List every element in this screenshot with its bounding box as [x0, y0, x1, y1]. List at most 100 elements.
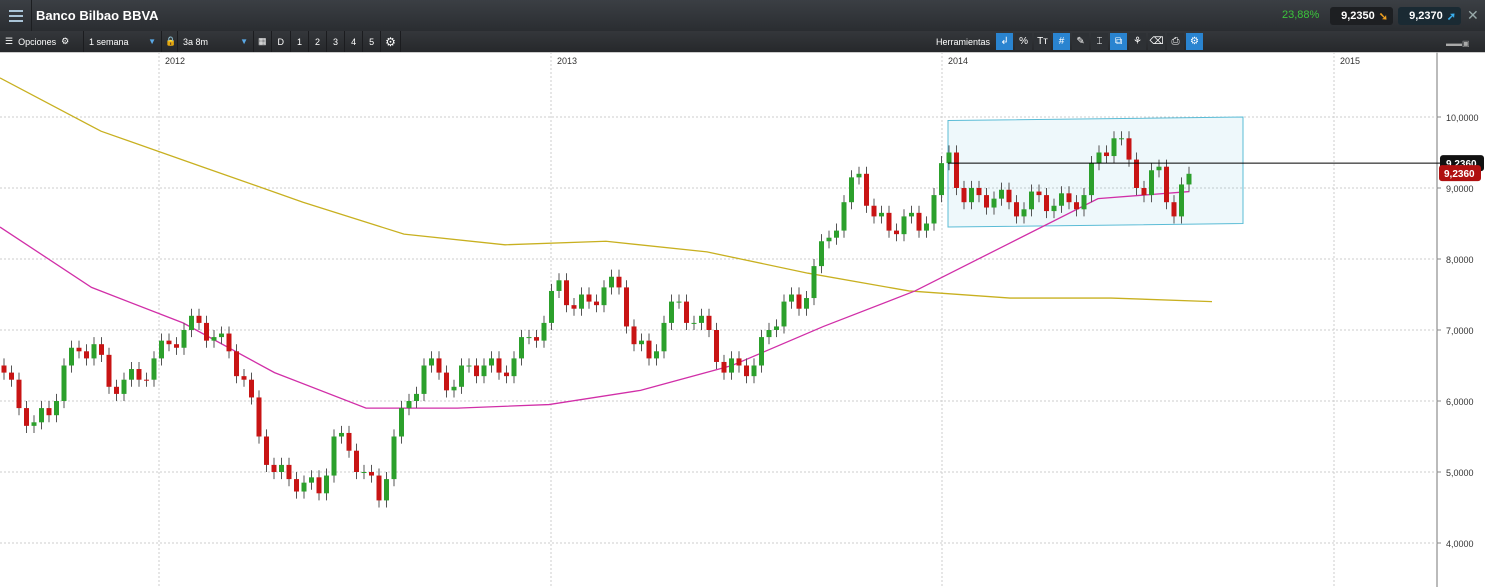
candle: [751, 365, 757, 377]
candle: [376, 475, 382, 501]
candle: [114, 386, 119, 394]
tool-button-7[interactable]: ⚘: [1129, 33, 1147, 50]
tool-button-9[interactable]: ⎙: [1167, 33, 1185, 50]
candle: [654, 351, 659, 359]
candle: [286, 464, 292, 480]
candle: [819, 241, 824, 267]
tool-button-2[interactable]: Tт: [1034, 33, 1052, 50]
tool-button-4[interactable]: ✎: [1072, 33, 1090, 50]
x-tick-label: 2012: [165, 56, 185, 66]
tool-button-10[interactable]: ⚙: [1186, 33, 1204, 50]
close-icon[interactable]: ✕: [1467, 7, 1479, 23]
tool-button-6[interactable]: ⧉: [1110, 33, 1128, 50]
change-percent: 23,88%: [1282, 9, 1320, 21]
candle: [46, 408, 52, 416]
candle: [189, 315, 194, 330]
window-size-icons[interactable]: ▬▬▣: [1446, 39, 1470, 48]
candle: [1006, 189, 1012, 203]
candle: [436, 358, 442, 373]
candle: [946, 152, 952, 164]
candle: [789, 294, 794, 302]
bid-button[interactable]: 9,2350 ➘: [1330, 7, 1393, 25]
view-button-3[interactable]: 3: [327, 31, 346, 52]
candle: [1156, 166, 1162, 171]
candle: [511, 358, 517, 377]
candle: [556, 280, 562, 291]
tool-button-1[interactable]: %: [1015, 33, 1033, 50]
candle: [939, 163, 944, 196]
tool-button-5[interactable]: ⌶: [1091, 33, 1109, 50]
view-button-D[interactable]: D: [272, 31, 292, 52]
candle: [804, 298, 809, 309]
price-chart[interactable]: 2012 2013 2014 2015 4,0000 5,0000 6,0000 7,0000…: [0, 52, 1485, 587]
title-bar: Banco Bilbao BBVA 23,88% 9,2350 ➘ 9,2370 ➚…: [0, 0, 1485, 31]
candle: [159, 340, 164, 359]
candle: [661, 322, 667, 352]
candle: [1141, 188, 1147, 196]
candle: [744, 365, 749, 377]
view-button-2[interactable]: 2: [309, 31, 328, 52]
candle: [76, 347, 82, 352]
candle: [586, 294, 592, 302]
tool-button-0[interactable]: ↲: [996, 33, 1014, 50]
candle: [901, 216, 907, 235]
candle: [924, 223, 929, 231]
candle: [316, 477, 322, 494]
candle: [181, 330, 187, 348]
candle: [954, 152, 959, 188]
candle: [1051, 205, 1057, 212]
candle: [594, 301, 599, 306]
candle: [451, 386, 457, 391]
candle: [1036, 191, 1042, 196]
options-button[interactable]: ☰ Opciones ⚙: [0, 31, 84, 52]
candle: [1171, 202, 1177, 217]
x-tick-label: 2015: [1340, 56, 1360, 66]
menu-icon[interactable]: [0, 0, 32, 31]
gear-icon: ⚙: [61, 36, 70, 46]
candle: [691, 322, 697, 324]
candle: [489, 358, 494, 366]
bid-price: 9,2350: [1341, 10, 1375, 22]
settings-gear-icon[interactable]: ⚙: [381, 31, 401, 52]
candle: [61, 365, 67, 401]
candle: [796, 294, 802, 309]
calendar-icon[interactable]: ▦: [254, 31, 272, 52]
candle: [204, 322, 209, 341]
candle: [309, 477, 314, 483]
candle: [984, 195, 989, 208]
y-tick-label: 7,0000: [1446, 326, 1474, 336]
candle: [219, 333, 224, 338]
candle: [534, 337, 539, 341]
up-arrow-icon: ➚: [1446, 10, 1456, 23]
interval-value: 1 semana: [89, 36, 129, 47]
candle: [1111, 138, 1117, 157]
candle: [106, 354, 112, 387]
view-button-5[interactable]: 5: [363, 31, 382, 52]
candle: [1029, 191, 1034, 210]
candle: [976, 188, 982, 196]
candle: [1186, 173, 1192, 185]
view-button-4[interactable]: 4: [345, 31, 364, 52]
lock-icon[interactable]: 🔒: [162, 31, 178, 52]
candle: [346, 432, 352, 451]
tool-button-3[interactable]: #: [1053, 33, 1071, 50]
candle: [1021, 209, 1027, 217]
candle: [931, 195, 937, 224]
candle: [999, 189, 1004, 199]
candle: [444, 372, 449, 391]
range-value: 3a 8m: [183, 36, 209, 47]
range-select[interactable]: 3a 8m ▼: [178, 31, 254, 52]
y-tick-label: 6,0000: [1446, 397, 1474, 407]
candle: [774, 326, 779, 330]
tool-button-8[interactable]: ⌫: [1148, 33, 1166, 50]
interval-select[interactable]: 1 semana ▼: [84, 31, 162, 52]
candle: [721, 361, 727, 373]
candle: [1164, 166, 1169, 203]
view-button-1[interactable]: 1: [291, 31, 310, 52]
candle: [9, 372, 14, 380]
ask-button[interactable]: 9,2370 ➚: [1398, 7, 1461, 25]
candle: [729, 358, 734, 373]
candle: [211, 337, 217, 341]
candle: [226, 333, 232, 352]
